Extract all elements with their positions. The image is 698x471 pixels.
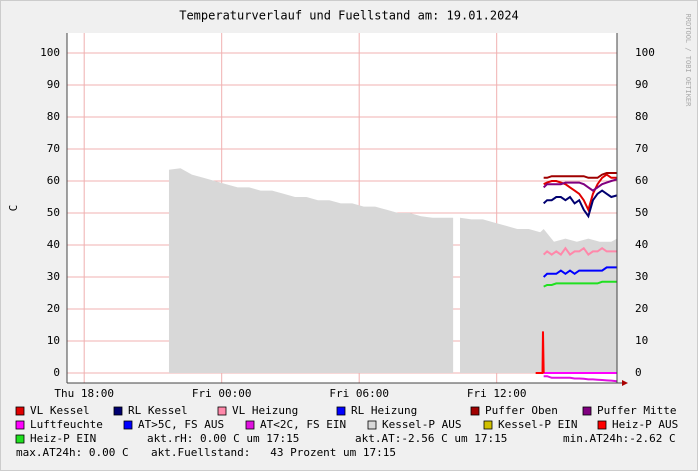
y-tick-label: 60 — [47, 174, 60, 187]
x-tick-label: Fri 12:00 — [467, 387, 527, 400]
y2-tick-label: 100 — [635, 46, 655, 59]
y2-tick-label: 60 — [635, 174, 648, 187]
legend-swatch — [582, 406, 592, 416]
legend-label: Luftfeuchte — [30, 418, 103, 431]
y-tick-label: 40 — [47, 238, 60, 251]
y2-tick-label: 20 — [635, 302, 648, 315]
legend-label: Puffer Oben — [485, 404, 558, 417]
legend-swatch — [470, 406, 480, 416]
comment: akt.Fuellstand: 43 Prozent um 17:15 — [151, 446, 396, 459]
y-tick-label: 80 — [47, 110, 60, 123]
line — [542, 189, 618, 219]
watermark: RRDTOOL / TOBI OETIKER — [684, 14, 692, 108]
area — [168, 168, 617, 373]
x-tick-label: Fri 00:00 — [192, 387, 252, 400]
legend-label: VL Kessel — [30, 404, 90, 417]
y-axis-label: C — [7, 205, 20, 212]
marks — [168, 168, 618, 383]
legend-swatch — [483, 420, 493, 430]
y-tick-label: 20 — [47, 302, 60, 315]
line — [543, 172, 617, 179]
legend-swatch — [15, 434, 25, 444]
legend: VL Kessel RL Kessel VL Heizung RL Heizung Pu… — [15, 404, 678, 459]
legend-swatch — [15, 406, 25, 416]
legend-label: AT<2C, FS EIN — [260, 418, 346, 431]
legend-label: Heiz-P EIN — [30, 432, 96, 445]
legend-label: AT>5C, FS AUS — [138, 418, 224, 431]
line — [542, 246, 617, 256]
comment: min.AT24h:-2.62 C — [563, 432, 676, 445]
y-tick-label: 0 — [53, 366, 60, 379]
y-tick-label: 50 — [47, 206, 60, 219]
x-arrow — [622, 380, 628, 386]
y-tick-label: 30 — [47, 270, 60, 283]
legend-swatch — [123, 420, 133, 430]
legend-label: RL Kessel — [128, 404, 188, 417]
y2-tick-label: 40 — [635, 238, 648, 251]
y-tick-label: 70 — [47, 142, 60, 155]
legend-swatch — [245, 420, 255, 430]
y-tick-label: 10 — [47, 334, 60, 347]
legend-label: Kessel-P EIN — [498, 418, 577, 431]
comment: max.AT24h: 0.00 C — [16, 446, 129, 459]
y2-tick-label: 90 — [635, 78, 648, 91]
y2-tick-label: 30 — [635, 270, 648, 283]
legend-swatch — [597, 420, 607, 430]
legend-swatch — [217, 406, 227, 416]
y2-tick-label: 10 — [635, 334, 648, 347]
legend-swatch — [15, 420, 25, 430]
line — [543, 280, 617, 288]
x-tick-label: Thu 18:00 — [54, 387, 114, 400]
chart-title: Temperaturverlauf und Fuellstand am: 19.… — [179, 9, 519, 23]
line — [542, 178, 618, 192]
line — [542, 266, 617, 278]
legend-label: Puffer Mitte — [597, 404, 676, 417]
legend-label: Kessel-P AUS — [382, 418, 461, 431]
line — [543, 173, 617, 213]
y2-tick-label: 50 — [635, 206, 648, 219]
legend-swatch — [113, 406, 123, 416]
legend-label: RL Heizung — [351, 404, 417, 417]
y2-tick-label: 0 — [635, 366, 642, 379]
line — [543, 375, 618, 383]
x-tick-label: Fri 06:00 — [329, 387, 389, 400]
legend-swatch — [367, 420, 377, 430]
line — [535, 331, 545, 374]
axes — [66, 33, 628, 386]
y2-tick-label: 80 — [635, 110, 648, 123]
comment: akt.rH: 0.00 C um 17:15 — [147, 432, 299, 445]
y-tick-label: 100 — [40, 46, 60, 59]
legend-label: VL Heizung — [232, 404, 298, 417]
comment: akt.AT:-2.56 C um 17:15 — [355, 432, 507, 445]
legend-label: Heiz-P AUS — [612, 418, 678, 431]
legend-swatch — [336, 406, 346, 416]
y2-tick-label: 70 — [635, 142, 648, 155]
y-tick-label: 90 — [47, 78, 60, 91]
